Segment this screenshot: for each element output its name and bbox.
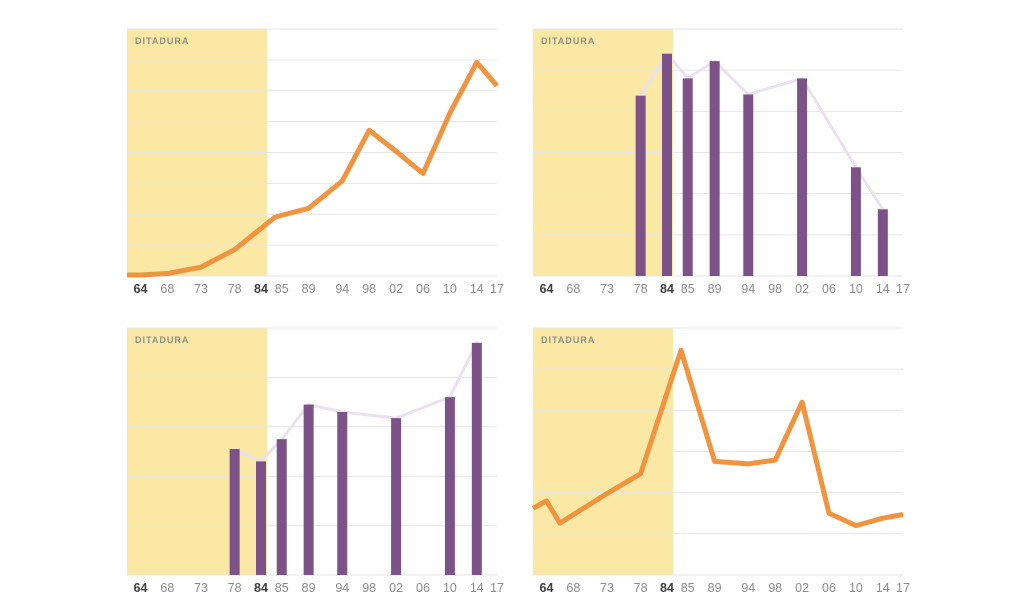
axis-tick-98: 98 — [768, 581, 782, 595]
bar-1978 — [229, 449, 240, 575]
bar-2002 — [391, 418, 402, 575]
axis-tick-68: 68 — [566, 282, 580, 296]
axis-tick-17: 17 — [896, 282, 910, 296]
bar-1984 — [256, 461, 266, 575]
axis-tick-85: 85 — [681, 581, 695, 595]
axis-tick-02: 02 — [795, 581, 809, 595]
axis-tick-98: 98 — [362, 282, 376, 296]
axis-tick-14: 14 — [470, 282, 484, 296]
axis-tick-68: 68 — [160, 581, 174, 595]
axis-tick-10: 10 — [849, 581, 863, 595]
axis-tick-73: 73 — [600, 581, 614, 595]
axis-tick-78: 78 — [228, 282, 242, 296]
axis-tick-06: 06 — [822, 282, 836, 296]
bottom-right-line-plot: 64 68 73 78 84 85 89 94 98 02 06 10 14 17 — [531, 327, 910, 595]
axis-tick-02: 02 — [795, 282, 809, 296]
ghost-trend-line — [639, 52, 885, 211]
axis-tick-64: 64 — [540, 282, 554, 296]
top-right-bars-plot: 64 68 73 78 84 85 89 94 98 02 06 10 14 17 — [533, 28, 910, 296]
chart-bottom-right: DITADURA 64 68 73 78 84 85 89 94 98 02 06 10 14 17 — [531, 327, 910, 595]
bar-1984 — [662, 53, 672, 277]
axis-tick-78: 78 — [228, 581, 242, 595]
axis-tick-02: 02 — [389, 282, 403, 296]
axis-tick-06: 06 — [416, 581, 430, 595]
axis-tick-17: 17 — [490, 581, 504, 595]
axis-tick-84: 84 — [660, 282, 674, 296]
axis-tick-64: 64 — [134, 581, 148, 595]
chart-top-right: DITADURA 64 68 73 78 84 85 89 94 98 02 06 10 14 17 — [533, 28, 910, 296]
axis-tick-17: 17 — [896, 581, 910, 595]
axis-tick-17: 17 — [490, 282, 504, 296]
bar-2010 — [444, 397, 455, 575]
axis-tick-68: 68 — [566, 581, 580, 595]
axis-tick-84: 84 — [254, 282, 268, 296]
axis-tick-89: 89 — [708, 581, 722, 595]
axis-tick-78: 78 — [634, 581, 648, 595]
axis-tick-14: 14 — [876, 581, 890, 595]
axis-tick-14: 14 — [470, 581, 484, 595]
trend-line — [127, 59, 499, 278]
axis-tick-10: 10 — [849, 282, 863, 296]
axis-tick-68: 68 — [160, 282, 174, 296]
chart-bottom-left: DITADURA 64 68 73 78 84 85 89 94 98 02 06 10 14 17 — [127, 327, 504, 595]
dictatorship-region-label: DITADURA — [541, 335, 596, 345]
axis-tick-14: 14 — [876, 282, 890, 296]
axis-tick-06: 06 — [416, 282, 430, 296]
chart-top-left: DITADURA 64 68 73 78 84 85 89 94 98 02 06 10 14 17 — [127, 28, 504, 296]
axis-tick-02: 02 — [389, 581, 403, 595]
dictatorship-region — [127, 328, 267, 575]
dictatorship-region-label: DITADURA — [135, 335, 190, 345]
axis-tick-73: 73 — [194, 581, 208, 595]
bar-2014 — [471, 342, 482, 575]
axis-tick-64: 64 — [134, 282, 148, 296]
axis-tick-84: 84 — [660, 581, 674, 595]
axis-tick-94: 94 — [741, 282, 755, 296]
axis-tick-89: 89 — [302, 282, 316, 296]
bar-1989 — [303, 404, 314, 575]
bar-1994 — [743, 94, 754, 276]
bar-2010 — [850, 167, 861, 276]
bar-1978 — [635, 95, 646, 276]
axis-tick-78: 78 — [634, 282, 648, 296]
axis-tick-98: 98 — [768, 282, 782, 296]
bar-1994 — [337, 411, 348, 575]
axis-tick-85: 85 — [275, 282, 289, 296]
axis-tick-89: 89 — [302, 581, 316, 595]
bottom-left-bars-plot: 64 68 73 78 84 85 89 94 98 02 06 10 14 17 — [127, 327, 504, 595]
axis-tick-73: 73 — [600, 282, 614, 296]
axis-tick-64: 64 — [540, 581, 554, 595]
axis-tick-94: 94 — [741, 581, 755, 595]
dictatorship-region-label: DITADURA — [541, 36, 596, 46]
axis-tick-94: 94 — [335, 581, 349, 595]
top-left-line-plot: 64 68 73 78 84 85 89 94 98 02 06 10 14 17 — [127, 28, 504, 296]
axis-tick-84: 84 — [254, 581, 268, 595]
bar-1989 — [709, 61, 720, 276]
bar-1985 — [682, 78, 693, 277]
axis-tick-10: 10 — [443, 581, 457, 595]
dictatorship-region-label: DITADURA — [135, 36, 190, 46]
bar-2014 — [877, 209, 888, 276]
axis-tick-98: 98 — [362, 581, 376, 595]
axis-tick-06: 06 — [822, 581, 836, 595]
axis-tick-85: 85 — [681, 282, 695, 296]
axis-tick-10: 10 — [443, 282, 457, 296]
axis-tick-94: 94 — [335, 282, 349, 296]
axis-tick-85: 85 — [275, 581, 289, 595]
ghost-trend-line — [233, 341, 479, 463]
bar-2002 — [797, 78, 808, 277]
axis-tick-89: 89 — [708, 282, 722, 296]
trend-line — [531, 347, 904, 529]
bar-1985 — [276, 439, 287, 575]
axis-tick-73: 73 — [194, 282, 208, 296]
